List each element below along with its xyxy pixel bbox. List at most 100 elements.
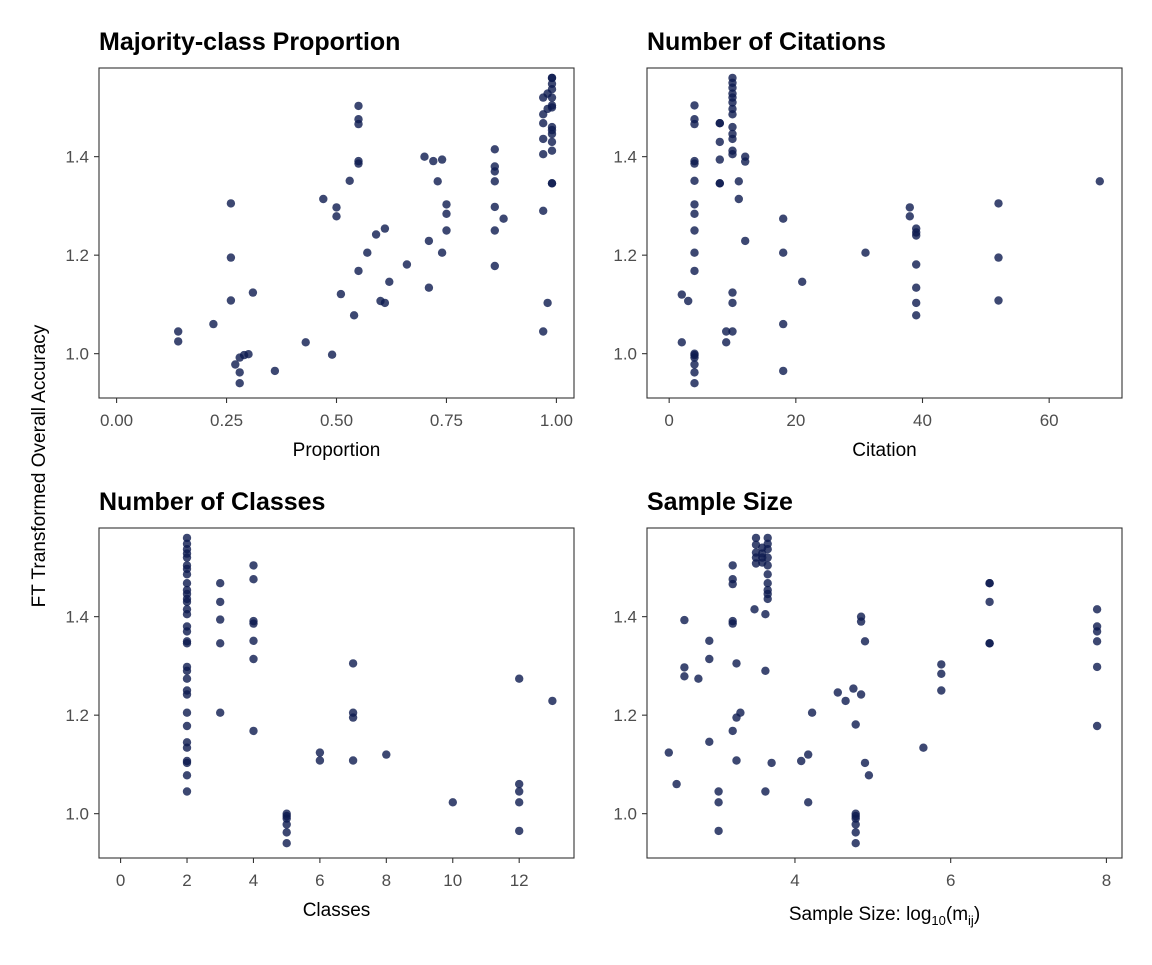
data-points bbox=[174, 73, 557, 388]
panel-majority-class-proportion: Majority-class Proportion 0.00 0.25 0.50 0.7… bbox=[65, 28, 575, 461]
x-tick-label: 0.25 bbox=[210, 411, 243, 430]
data-point bbox=[690, 209, 699, 218]
data-point bbox=[736, 708, 745, 717]
data-point bbox=[548, 696, 557, 706]
data-point bbox=[182, 533, 192, 543]
y-tick-label: 1.0 bbox=[613, 345, 637, 364]
data-point bbox=[380, 298, 390, 308]
data-point bbox=[547, 137, 557, 147]
data-point bbox=[864, 771, 874, 780]
data-point bbox=[937, 686, 946, 695]
data-point bbox=[861, 248, 870, 257]
data-point bbox=[424, 283, 434, 292]
data-point bbox=[1095, 177, 1105, 186]
data-point bbox=[424, 236, 434, 246]
x-tick-label: 0.75 bbox=[430, 411, 463, 430]
data-point bbox=[282, 828, 291, 837]
data-point bbox=[763, 561, 772, 570]
data-point bbox=[684, 296, 693, 306]
data-point bbox=[490, 202, 499, 212]
data-point bbox=[515, 787, 524, 796]
data-point bbox=[715, 119, 724, 128]
data-point bbox=[182, 690, 192, 699]
data-point bbox=[547, 146, 557, 155]
data-point bbox=[779, 366, 788, 376]
data-point bbox=[664, 748, 673, 757]
data-point bbox=[442, 226, 451, 235]
data-point bbox=[539, 119, 548, 128]
data-point bbox=[912, 311, 921, 320]
data-point bbox=[1092, 605, 1102, 614]
panel-title: Number of Citations bbox=[647, 28, 886, 56]
data-point bbox=[779, 248, 788, 257]
data-point bbox=[833, 688, 842, 697]
data-point bbox=[437, 248, 447, 257]
data-point bbox=[433, 177, 442, 186]
data-point bbox=[994, 253, 1003, 262]
data-point bbox=[226, 199, 236, 208]
data-point bbox=[763, 594, 772, 604]
data-point bbox=[734, 194, 743, 204]
data-point bbox=[860, 637, 870, 646]
data-point bbox=[905, 203, 914, 212]
data-point bbox=[912, 283, 921, 292]
data-point bbox=[182, 758, 192, 768]
data-point bbox=[539, 327, 548, 336]
x-tick-label: 8 bbox=[382, 871, 391, 890]
x-tick-label: 0.50 bbox=[320, 411, 353, 430]
data-point bbox=[761, 666, 770, 675]
data-point bbox=[728, 298, 737, 308]
data-point bbox=[779, 319, 788, 329]
data-point bbox=[490, 226, 499, 235]
data-point bbox=[680, 663, 689, 672]
data-point bbox=[690, 101, 699, 110]
data-point bbox=[539, 150, 548, 159]
x-axis-title: Proportion bbox=[293, 440, 381, 461]
data-point bbox=[182, 627, 192, 636]
data-point bbox=[985, 639, 994, 648]
x-axis-title: Sample Size: log10(mij) bbox=[789, 904, 980, 928]
data-point bbox=[182, 771, 192, 780]
y-tick-label: 1.4 bbox=[613, 148, 637, 167]
data-point bbox=[249, 619, 258, 628]
data-point bbox=[1092, 637, 1102, 646]
data-point bbox=[732, 756, 741, 765]
data-point bbox=[547, 129, 557, 139]
data-point bbox=[226, 296, 236, 305]
data-point bbox=[937, 660, 946, 669]
y-tick-label: 1.0 bbox=[65, 805, 89, 824]
data-point bbox=[690, 226, 699, 235]
data-point bbox=[741, 236, 750, 246]
data-point bbox=[856, 617, 866, 626]
data-points bbox=[182, 533, 557, 848]
data-point bbox=[182, 570, 192, 579]
data-point bbox=[937, 669, 946, 678]
data-point bbox=[182, 639, 192, 648]
panel-number-of-classes: Number of Classes 0 2 4 6 8 10 12 1.0 1.2 1.4 Class… bbox=[65, 488, 575, 921]
data-point bbox=[515, 826, 524, 836]
x-tick-label: 10 bbox=[443, 871, 462, 890]
data-point bbox=[282, 814, 291, 823]
data-point bbox=[714, 787, 723, 796]
data-point bbox=[182, 553, 192, 562]
data-point bbox=[715, 155, 724, 164]
data-point bbox=[515, 674, 524, 683]
data-point bbox=[763, 570, 772, 579]
data-point bbox=[715, 137, 724, 147]
data-point bbox=[728, 150, 737, 159]
data-point bbox=[851, 820, 860, 829]
data-point bbox=[1092, 662, 1102, 672]
data-point bbox=[354, 266, 363, 276]
data-point bbox=[715, 179, 724, 188]
data-point bbox=[348, 659, 358, 668]
data-point bbox=[354, 119, 363, 129]
data-point bbox=[385, 277, 394, 286]
data-point bbox=[807, 708, 817, 717]
data-point bbox=[448, 798, 457, 807]
data-point bbox=[226, 253, 236, 262]
data-point bbox=[371, 230, 381, 239]
data-point bbox=[216, 597, 225, 607]
data-point bbox=[345, 176, 354, 185]
data-point bbox=[722, 327, 731, 336]
data-point bbox=[728, 561, 737, 570]
